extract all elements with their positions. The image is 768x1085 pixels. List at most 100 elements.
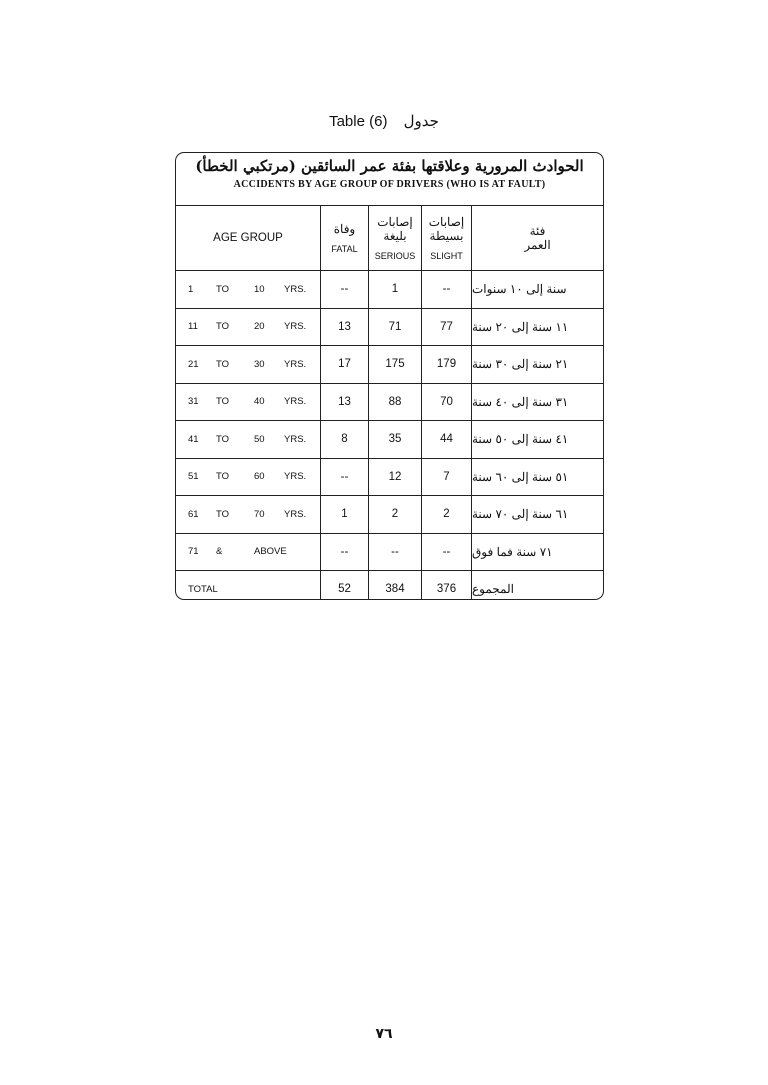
age-group-part: TO [216,471,230,483]
table-title-english: ACCIDENTS BY AGE GROUP OF DRIVERS (WHO I… [233,179,546,190]
age-group-cell: 21 TO 30 YRS. [176,346,321,383]
column-header: إصابات بسيطة SLIGHT [422,206,472,270]
age-group-arabic-cell: ١١ سنة إلى ٢٠ سنة [472,319,569,334]
slight-cell: 70 [422,383,472,420]
page-title: Table (6) جدول [0,112,768,130]
age-group-cell: 11 TO 20 YRS. [176,308,321,345]
age-group-arabic-cell: ٧١ سنة فما فوق [472,544,553,559]
total-label: TOTAL [176,571,321,599]
table-row: 31 TO 40 YRS. 13 88 70 ٣١ سنة إلى ٤٠ سنة [176,383,603,421]
table-row: 61 TO 70 YRS. 1 2 2 ٦١ سنة إلى ٧٠ سنة [176,496,603,534]
age-group-part: 70 [254,508,265,520]
age-group-part: TO [216,396,230,408]
fatal-cell: 1 [321,496,369,533]
serious-cell: 175 [369,346,422,383]
column-header-arabic: إصابات بليغة [377,215,413,243]
table-row: 1 TO 10 YRS. -- 1 -- سنة إلى ١٠ سنوات [176,271,603,309]
age-group-part: TO [216,433,230,445]
table-title-arabic: الحوادث المرورية وعلاقتها بفئة عمر السائ… [195,157,584,175]
age-group-part: & [216,546,223,558]
age-group-part: YRS. [284,396,307,408]
age-group-part: 41 [188,433,199,445]
total-serious: 384 [369,571,422,599]
serious-cell: 1 [369,271,422,308]
age-group-arabic-cell: ٣١ سنة إلى ٤٠ سنة [472,394,569,409]
age-group-cell: 41 TO 50 YRS. [176,421,321,458]
age-group-cell: 61 TO 70 YRS. [176,496,321,533]
total-fatal: 52 [321,571,369,599]
table: الحوادث المرورية وعلاقتها بفئة عمر السائ… [175,152,604,600]
slight-cell: 7 [422,458,472,495]
total-slight: 376 [422,571,472,599]
fatal-cell: -- [321,271,369,308]
slight-cell: -- [422,271,472,308]
age-group-part: 21 [188,358,199,370]
table-row: 11 TO 20 YRS. 13 71 77 ١١ سنة إلى ٢٠ سنة [176,308,603,346]
age-group-arabic-cell: ٥١ سنة إلى ٦٠ سنة [472,469,569,484]
fatal-cell: 8 [321,421,369,458]
age-group-arabic-cell: سنة إلى ١٠ سنوات [472,282,567,297]
age-group-cell: 1 TO 10 YRS. [176,271,321,308]
age-group-part: YRS. [284,358,307,370]
age-group-part: TO [216,283,230,295]
age-group-part: 30 [254,358,265,370]
serious-cell: 88 [369,383,422,420]
column-header-arabic: إصابات بسيطة [428,215,465,243]
table-row: 21 TO 30 YRS. 17 175 179 ٢١ سنة إلى ٣٠ سنة [176,346,603,384]
header-row: AGE GROUP وفاة FATAL إصابات بليغة SERIOUS إصا… [176,206,603,271]
age-group-part: YRS. [284,508,307,520]
slight-cell: 2 [422,496,472,533]
age-group-part: 1 [188,283,194,295]
total-row: TOTAL 52 384 376 المجموع [176,571,603,599]
serious-cell: 35 [369,421,422,458]
fatal-cell: 13 [321,383,369,420]
age-group-part: 60 [254,471,265,483]
age-group-part: 61 [188,508,199,520]
column-header-english: SLIGHT [430,251,463,261]
fatal-cell: -- [321,533,369,570]
fatal-cell: -- [321,458,369,495]
serious-cell: 12 [369,458,422,495]
age-group-part: 40 [254,396,265,408]
age-group-arabic-cell: ٤١ سنة إلى ٥٠ سنة [472,432,569,447]
age-group-part: 10 [254,283,265,295]
age-group-part: 11 [188,321,198,333]
age-group-part: 31 [188,396,199,408]
age-group-part: YRS. [284,283,307,295]
fatal-cell: 13 [321,308,369,345]
slight-cell: -- [422,533,472,570]
column-header-arabic: وفاة [333,222,356,236]
column-header: إصابات بليغة SERIOUS [369,206,422,270]
age-group-part: 50 [254,433,265,445]
serious-cell: 71 [369,308,422,345]
age-group-part: YRS. [284,321,307,333]
column-header-english: AGE GROUP [213,232,283,244]
column-header: وفاة FATAL [321,206,369,270]
title-arabic: جدول [403,113,439,130]
column-header: فئة العمر [472,206,603,270]
age-group-cell: 31 TO 40 YRS. [176,383,321,420]
title-english: Table (6) [329,113,388,130]
table-row: 41 TO 50 YRS. 8 35 44 ٤١ سنة إلى ٥٠ سنة [176,421,603,459]
serious-cell: 2 [369,496,422,533]
age-group-cell: 51 TO 60 YRS. [176,458,321,495]
age-group-part: 20 [254,321,265,333]
age-group-arabic-cell: ٢١ سنة إلى ٣٠ سنة [472,357,569,372]
column-header-arabic: فئة العمر [524,224,551,252]
column-header: AGE GROUP [176,206,321,270]
slight-cell: 77 [422,308,472,345]
age-group-part: YRS. [284,433,307,445]
age-group-cell: 71 & ABOVE [176,533,321,570]
column-header-english: FATAL [331,244,358,254]
slight-cell: 179 [422,346,472,383]
total-arabic: المجموع [472,582,514,597]
age-group-part: YRS. [284,471,307,483]
slight-cell: 44 [422,421,472,458]
age-group-part: 71 [188,546,199,558]
table-row: 71 & ABOVE -- -- -- ٧١ سنة فما فوق [176,533,603,571]
fatal-cell: 17 [321,346,369,383]
age-group-part: TO [216,508,230,520]
age-group-part: TO [216,358,230,370]
table-header: الحوادث المرورية وعلاقتها بفئة عمر السائ… [176,153,603,206]
